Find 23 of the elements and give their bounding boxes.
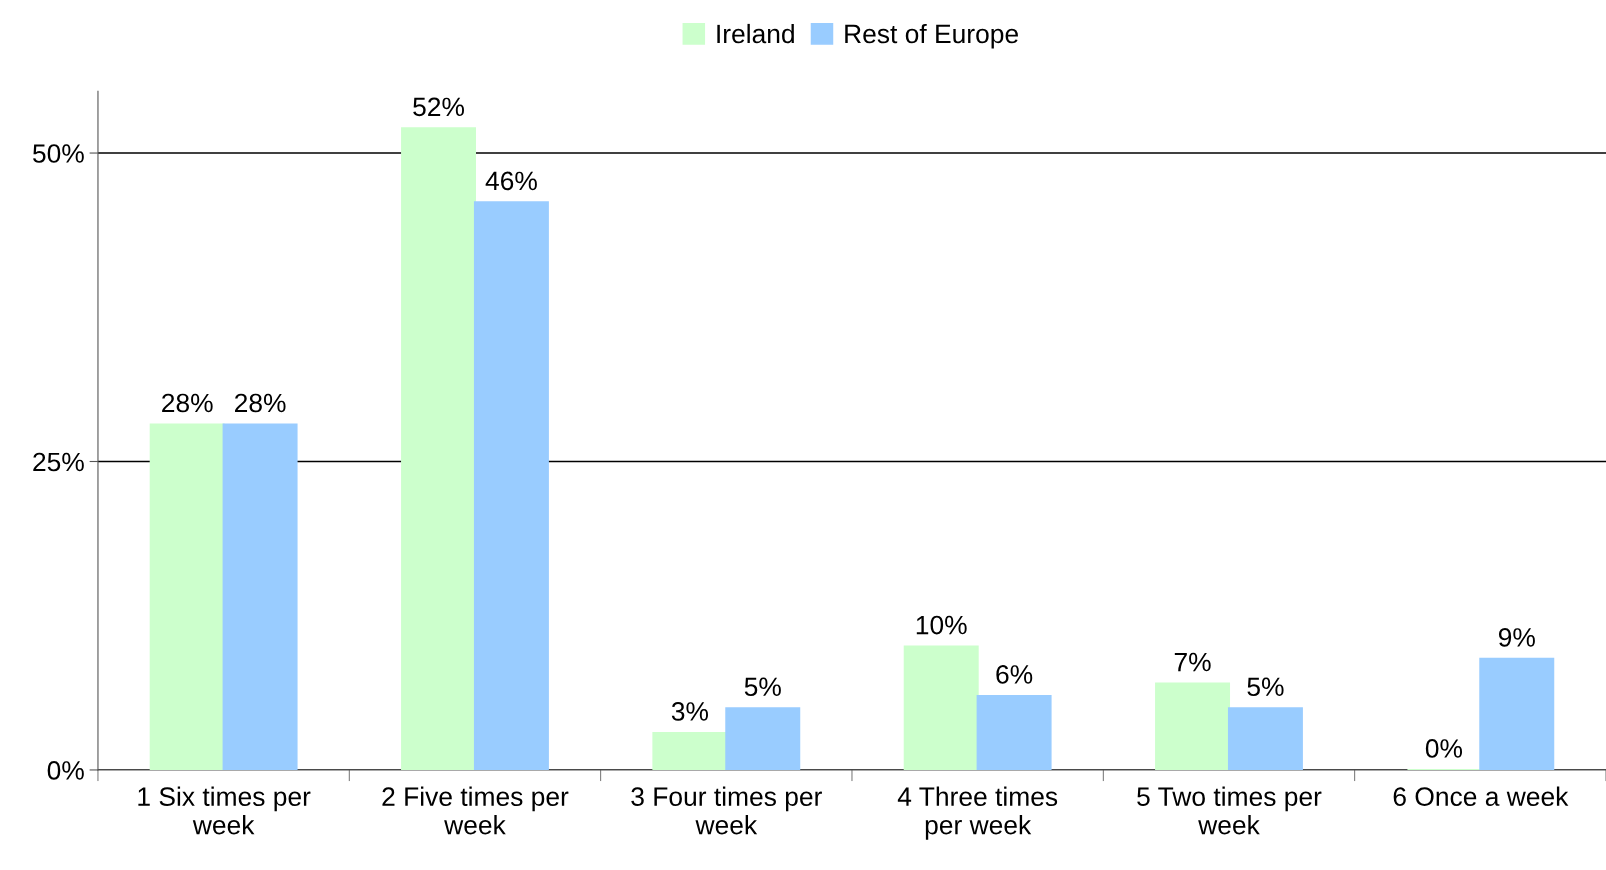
data-label: 28%: [235, 393, 286, 413]
x-tick-label: 2 Five times per week: [382, 786, 569, 835]
y-tick-label: 0%: [47, 761, 84, 780]
x-tick-label: 6 Once a week: [1393, 786, 1569, 806]
data-label: 10%: [916, 615, 967, 635]
data-label: 46%: [485, 171, 537, 191]
data-label: 3%: [671, 702, 708, 721]
y-tick-label: 25%: [33, 452, 84, 472]
data-label: 52%: [413, 97, 464, 117]
x-tick-label: 4 Three times per week: [897, 786, 1058, 840]
x-tick-label: 5 Two times per week: [1137, 786, 1322, 835]
legend-label: Rest of Europe: [845, 23, 1018, 49]
data-label: 5%: [1247, 677, 1284, 697]
data-label: 28%: [162, 393, 213, 413]
data-label: 7%: [1174, 652, 1211, 672]
data-label: 5%: [744, 677, 781, 697]
x-tick-label: 1 Six times per week: [138, 786, 311, 835]
data-label: 9%: [1498, 628, 1535, 647]
legend-label: Ireland: [717, 23, 794, 44]
data-label: 6%: [996, 665, 1033, 684]
y-tick-label: 50%: [33, 144, 84, 163]
x-tick-label: 3 Four times per week: [631, 786, 822, 835]
data-label: 0%: [1425, 739, 1463, 758]
